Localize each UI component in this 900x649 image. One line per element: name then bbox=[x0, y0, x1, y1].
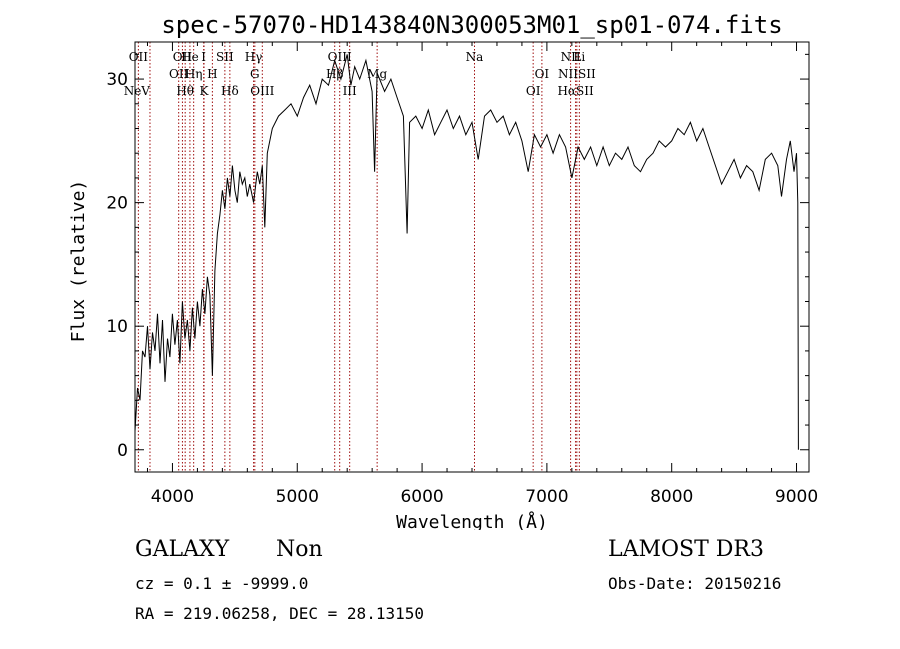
spectral-line-label: NII bbox=[561, 50, 581, 64]
spectral-line-label: Hδ bbox=[221, 84, 239, 98]
x-tick-label: 8000 bbox=[650, 487, 693, 507]
spectral-line-label: OI bbox=[526, 84, 541, 98]
spectral-line-label: Li bbox=[573, 50, 585, 64]
spectral-line-label: Na bbox=[466, 50, 484, 64]
spectral-line-label: OII bbox=[173, 50, 193, 64]
object-class: GALAXY bbox=[135, 537, 230, 562]
y-tick-label: 30 bbox=[106, 70, 128, 90]
x-tick-label: 4000 bbox=[151, 487, 194, 507]
y-tick-label: 10 bbox=[106, 317, 128, 337]
observation-date: Obs-Date: 20150216 bbox=[608, 574, 782, 593]
spectrum-series-line bbox=[134, 54, 799, 450]
spectral-line-label: G bbox=[250, 67, 260, 81]
x-tick-label: 9000 bbox=[775, 487, 818, 507]
spectral-line-label: Hθ bbox=[176, 84, 194, 98]
y-axis-label: Flux (relative) bbox=[68, 180, 89, 343]
spectral-line-label: NIISII bbox=[558, 67, 596, 81]
object-subclass: Non bbox=[276, 537, 323, 562]
spectral-line-label: Hγ bbox=[245, 50, 263, 64]
spectral-line-label: He bbox=[181, 50, 199, 64]
spectral-line-label: SII bbox=[216, 50, 234, 64]
spectral-line-label: NeV bbox=[124, 84, 151, 98]
spectrum-chart: spec-57070-HD143840N300053M01_sp01-074.f… bbox=[68, 11, 818, 530]
spectral-line-label: III bbox=[343, 84, 357, 98]
x-tick-label: 7000 bbox=[525, 487, 568, 507]
spectral-line-label: I bbox=[201, 50, 206, 64]
spectral-line-label: OII bbox=[169, 67, 189, 81]
spectral-line-label: HαSII bbox=[557, 84, 594, 98]
spectral-line-label: OI bbox=[535, 67, 550, 81]
spectral-line-labels: OIINeVOIIOIIHθHeHηIKHSIIHδHγGOIIIOIIIHβI… bbox=[124, 50, 596, 98]
spectral-line-label: OIII bbox=[250, 84, 274, 98]
x-axis-ticks: 4000 5000 6000 7000 8000 9000 bbox=[146, 42, 818, 507]
y-tick-label: 0 bbox=[117, 441, 128, 461]
y-tick-label: 20 bbox=[106, 194, 128, 214]
spectral-line-label: K bbox=[200, 84, 210, 98]
spectral-line-label: OII bbox=[129, 50, 149, 64]
x-tick-label: 5000 bbox=[276, 487, 319, 507]
plot-frame bbox=[134, 41, 810, 473]
x-tick-label: 6000 bbox=[400, 487, 443, 507]
redshift-cz: cz = 0.1 ± -9999.0 bbox=[135, 574, 309, 593]
survey-name: LAMOST DR3 bbox=[608, 537, 764, 562]
y-axis-ticks: 0 10 20 30 bbox=[106, 53, 809, 461]
spectral-line-markers bbox=[137, 42, 580, 472]
chart-title: spec-57070-HD143840N300053M01_sp01-074.f… bbox=[161, 11, 782, 39]
x-axis-label: Wavelength (Å) bbox=[396, 511, 548, 530]
ra-dec: RA = 219.06258, DEC = 28.13150 bbox=[135, 604, 424, 623]
spectral-line-label: H bbox=[207, 67, 217, 81]
spectral-line-label: Hη bbox=[185, 67, 203, 81]
